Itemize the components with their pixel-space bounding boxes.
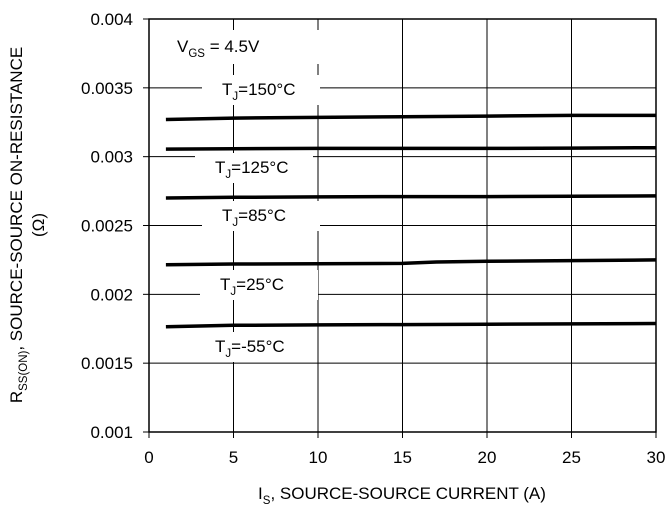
- series-lines: [165, 113, 657, 329]
- series-line: [165, 194, 657, 200]
- series-line: [165, 258, 657, 267]
- y-tick-labels: 0.001 0.0015 0.002 0.0025 0.003 0.0035 0.004: [81, 10, 133, 442]
- y-tick-label: 0.0035: [81, 79, 133, 98]
- y-tick-label: 0.0025: [81, 217, 133, 236]
- x-tick-label: 0: [144, 448, 153, 467]
- series-label: TJ=25°C: [220, 275, 284, 298]
- y-tick-label: 0.003: [90, 148, 133, 167]
- series-line: [165, 145, 657, 151]
- y-axis-unit: (Ω): [29, 213, 48, 237]
- series-line: [165, 321, 657, 329]
- y-axis-title: RSS(ON), SOURCE-SOURCE ON-RESISTANCE: [7, 47, 30, 403]
- annotation-backgrounds: [170, 30, 320, 362]
- series-line: [165, 113, 656, 122]
- x-tick-label: 30: [647, 448, 666, 467]
- x-tick-label: 10: [309, 448, 328, 467]
- series-label: TJ=125°C: [215, 158, 289, 181]
- series-label-background: [202, 201, 320, 231]
- x-tick-label: 5: [229, 448, 238, 467]
- y-tick-label: 0.004: [90, 10, 133, 29]
- annotations: VGS = 4.5V TJ=150°C TJ=125°C TJ=85°C TJ=25°C…: [177, 37, 296, 360]
- series-label-background: [200, 270, 318, 300]
- series-label-background: [195, 332, 313, 362]
- condition-label: VGS = 4.5V: [177, 37, 260, 60]
- y-tick-label: 0.0015: [81, 354, 133, 373]
- series-label: TJ=85°C: [222, 206, 286, 229]
- x-tick-label: 20: [478, 448, 497, 467]
- condition-label-background: [170, 30, 320, 64]
- plot-frame: [143, 18, 657, 438]
- y-tick-label: 0.002: [90, 285, 133, 304]
- x-axis-title: IS, SOURCE-SOURCE CURRENT (A): [258, 484, 546, 507]
- x-tick-labels: 0 5 10 15 20 25 30: [144, 448, 665, 467]
- y-tick-label: 0.001: [90, 423, 133, 442]
- x-tick-label: 15: [393, 448, 412, 467]
- series-label-background: [195, 153, 313, 183]
- series-label: TJ=-55°C: [215, 337, 285, 360]
- x-tick-label: 25: [562, 448, 581, 467]
- series-label: TJ=150°C: [222, 80, 296, 103]
- series-label-background: [202, 75, 320, 105]
